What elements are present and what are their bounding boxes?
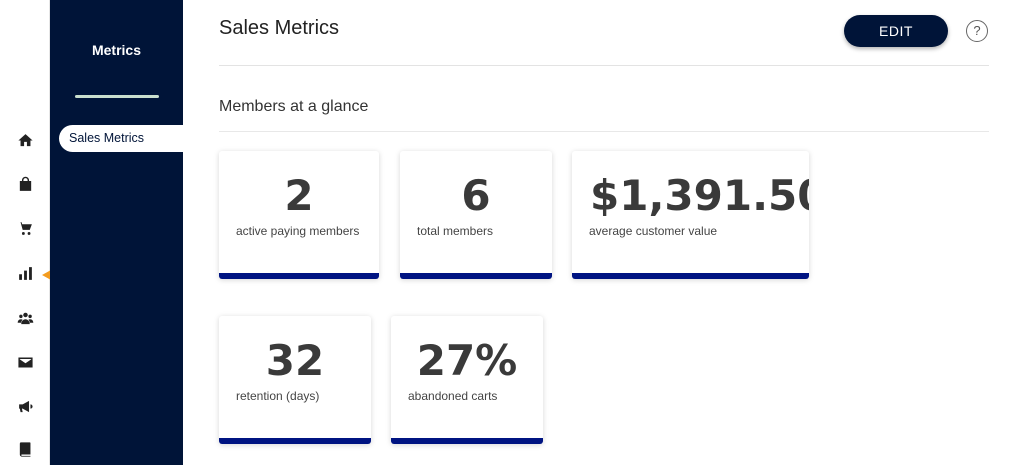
subnav-title: Metrics (91, 42, 142, 58)
metric-value: 2 (284, 171, 314, 220)
metric-label: active paying members (236, 224, 360, 238)
section-divider (219, 131, 989, 132)
store-icon[interactable] (14, 173, 36, 195)
page-title: Sales Metrics (219, 17, 340, 39)
bar-chart-icon[interactable] (14, 262, 36, 284)
metric-card-active-paying-members: 2 active paying members (219, 151, 379, 279)
metric-card-total-members: 6 total members (400, 151, 552, 279)
book-icon[interactable] (14, 438, 36, 460)
users-icon[interactable] (14, 307, 36, 329)
metric-value: $1,391.50 (590, 171, 809, 220)
home-icon[interactable] (14, 129, 36, 151)
main-content: Sales Metrics EDIT ? Members at a glance… (219, 0, 989, 465)
cart-icon[interactable] (14, 217, 36, 239)
edit-button[interactable]: EDIT (844, 15, 948, 47)
metric-card-abandoned-carts: 27% abandoned carts (391, 316, 543, 444)
mail-icon[interactable] (14, 351, 36, 373)
subnav-title-underline (75, 95, 159, 98)
metric-label: abandoned carts (408, 389, 498, 403)
metric-value: 27% (416, 336, 518, 385)
metric-value: 32 (265, 336, 325, 385)
metric-card-average-customer-value: $1,391.50 average customer value (572, 151, 809, 279)
subnav-item-sales-metrics[interactable]: Sales Metrics (59, 125, 183, 152)
megaphone-icon[interactable] (14, 395, 36, 417)
icon-rail (0, 0, 50, 465)
metric-value: 6 (461, 171, 491, 220)
section-title: Members at a glance (219, 98, 369, 115)
metric-label: total members (417, 224, 494, 238)
metrics-subnav: Metrics Sales Metrics (50, 0, 183, 465)
help-icon[interactable]: ? (966, 20, 988, 42)
metric-label: average customer value (589, 224, 718, 238)
metric-card-retention: 32 retention (days) (219, 316, 371, 444)
header-divider (219, 65, 989, 66)
metric-label: retention (days) (236, 389, 320, 403)
